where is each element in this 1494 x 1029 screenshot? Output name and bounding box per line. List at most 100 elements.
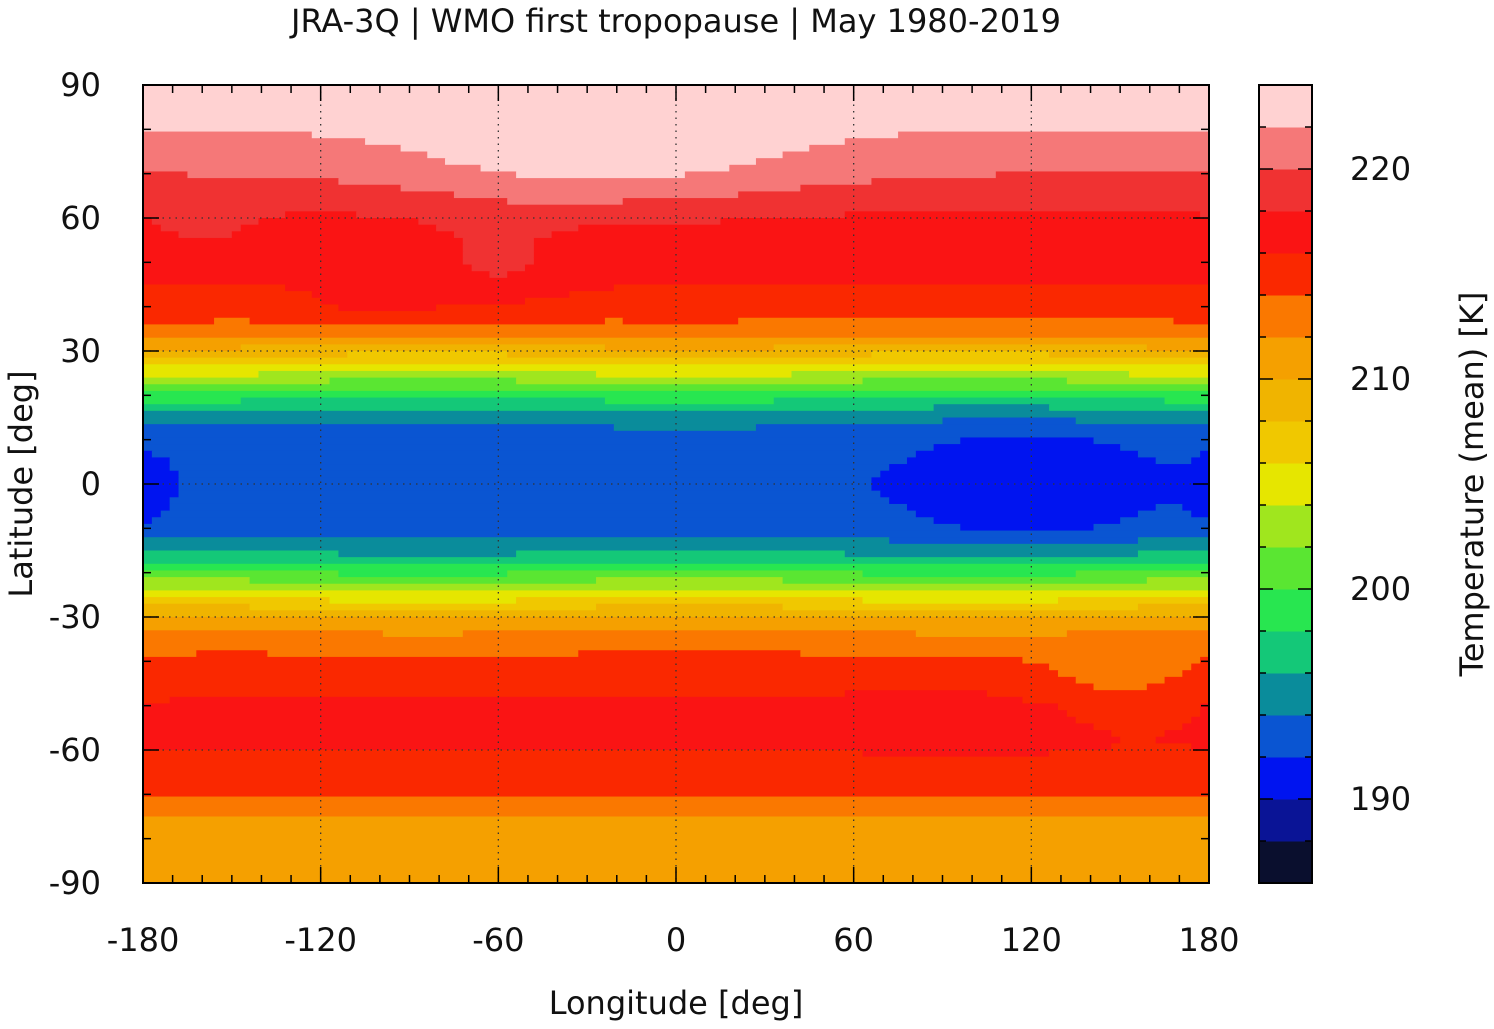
field-cell — [143, 98, 1209, 106]
field-cell — [143, 251, 464, 259]
x-tick-label: -120 — [284, 921, 357, 959]
field-cell — [178, 477, 873, 485]
field-cell — [143, 510, 162, 518]
field-cell — [1182, 723, 1209, 731]
temperature-field — [143, 85, 1209, 883]
field-cell — [178, 470, 881, 478]
field-cell — [143, 743, 1112, 751]
field-cell — [143, 331, 1209, 339]
field-cell — [1182, 670, 1209, 678]
field-cell — [365, 138, 846, 146]
colorbar — [1259, 85, 1312, 884]
colorbar-frame — [1258, 84, 1313, 884]
colorbar-swatch — [1259, 295, 1312, 338]
field-cell — [143, 690, 846, 698]
field-cell — [143, 696, 171, 705]
field-cell — [400, 144, 810, 153]
field-cell — [196, 650, 268, 658]
field-cell — [578, 224, 1209, 232]
y-tick-label: 90 — [60, 66, 101, 104]
field-cell — [169, 457, 908, 465]
colorbar-swatch — [1259, 85, 1312, 128]
field-cell — [898, 131, 1209, 139]
field-cell — [143, 344, 242, 352]
field-cell — [169, 503, 908, 512]
field-cell — [143, 144, 402, 153]
y-axis-label: Latitude [deg] — [2, 370, 40, 597]
field-cell — [143, 417, 944, 425]
x-axis-label: Longitude [deg] — [549, 984, 804, 1022]
colorbar-swatch — [1259, 253, 1312, 296]
field-cell — [143, 224, 162, 232]
field-cell — [285, 284, 615, 292]
field-cell — [143, 769, 1209, 778]
colorbar-swatch — [1259, 505, 1312, 548]
field-cell — [143, 763, 1209, 771]
field-cell — [160, 224, 242, 232]
field-cell — [329, 377, 517, 385]
field-cell — [1049, 750, 1209, 758]
field-cell — [143, 311, 1209, 319]
field-cell — [1120, 736, 1157, 744]
field-cell — [347, 351, 508, 359]
field-cell — [143, 424, 615, 432]
field-cell — [782, 151, 1209, 159]
field-cell — [1120, 517, 1209, 525]
field-cell — [1057, 670, 1183, 678]
field-cell — [1093, 523, 1209, 532]
field-cell — [143, 178, 340, 186]
field-cell — [143, 111, 1209, 119]
field-cell — [453, 191, 739, 199]
field-cell — [844, 550, 1139, 558]
field-cell — [880, 490, 1209, 498]
field-cell — [1173, 317, 1209, 325]
field-cell — [782, 603, 1139, 611]
field-cell — [862, 597, 1059, 605]
colorbar-tick-label: 220 — [1350, 150, 1411, 188]
field-cell — [533, 237, 1209, 246]
field-cell — [143, 211, 286, 219]
field-cell — [320, 297, 526, 306]
field-cell — [915, 510, 1139, 518]
field-cell — [1191, 457, 1209, 465]
field-cell — [178, 231, 233, 239]
field-cell — [382, 630, 464, 638]
field-cell — [143, 164, 482, 173]
colorbar-swatch — [1259, 337, 1312, 380]
field-cell — [143, 124, 1209, 133]
field-cell — [143, 583, 1209, 591]
field-cell — [871, 477, 1209, 485]
field-cell — [143, 317, 215, 325]
field-cell — [143, 304, 340, 312]
field-cell — [143, 856, 1209, 864]
x-tick-label: 60 — [833, 921, 874, 959]
field-cell — [1057, 597, 1209, 605]
field-cell — [1155, 457, 1192, 465]
field-cell — [933, 404, 1050, 412]
field-cell — [143, 131, 313, 139]
colorbar-swatch — [1259, 127, 1312, 170]
field-cell — [311, 291, 570, 299]
field-cell — [338, 550, 517, 558]
field-cell — [169, 696, 1024, 705]
field-cell — [1137, 550, 1209, 558]
colorbar-swatch — [1259, 169, 1312, 212]
field-cell — [143, 656, 1024, 665]
field-cell — [1164, 730, 1209, 738]
field-cell — [143, 643, 1209, 651]
field-cell — [178, 484, 873, 492]
field-cell — [143, 218, 153, 226]
field-cell — [516, 171, 686, 179]
field-cell — [773, 344, 1148, 352]
field-cell — [143, 550, 340, 558]
y-tick-label: 30 — [60, 332, 101, 370]
field-cell — [729, 164, 1209, 173]
field-cell — [143, 237, 464, 246]
colorbar-swatch — [1259, 715, 1312, 758]
field-cell — [1093, 683, 1148, 691]
field-cell — [1146, 577, 1209, 585]
colorbar-swatch — [1259, 463, 1312, 506]
field-cell — [143, 863, 1209, 871]
field-cell — [1049, 663, 1192, 671]
